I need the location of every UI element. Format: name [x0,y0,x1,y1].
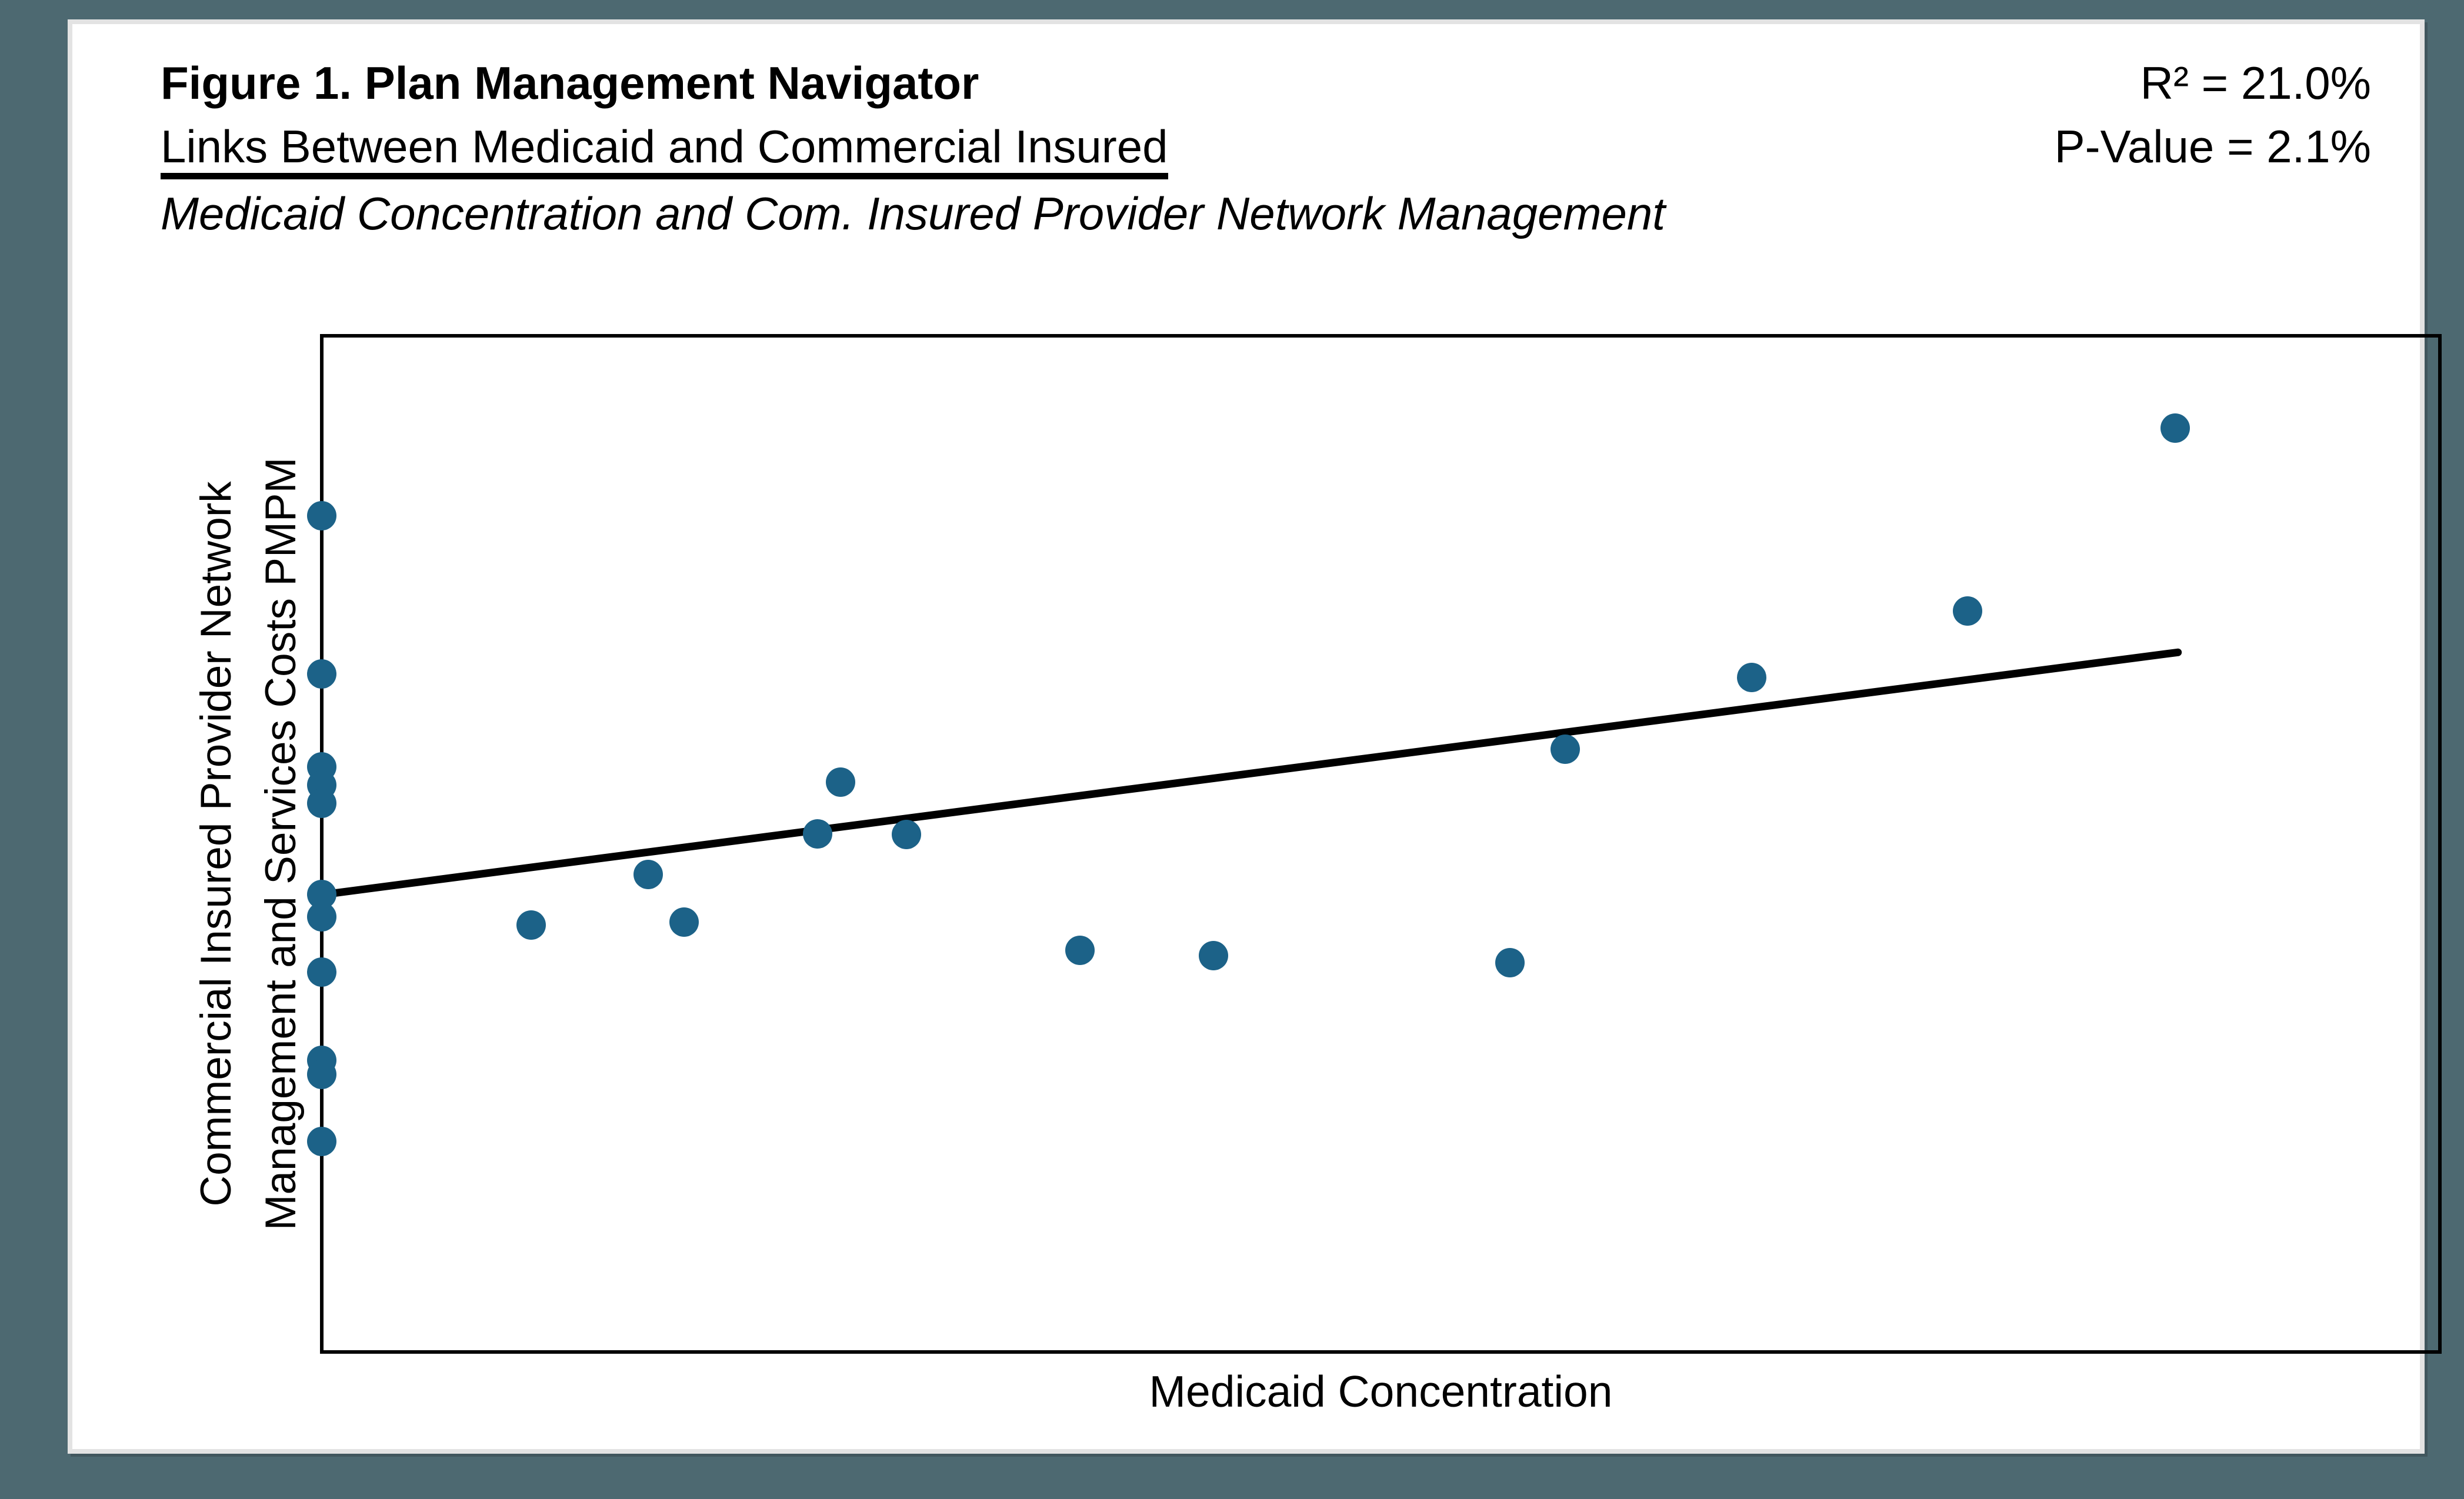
x-axis-label: Medicaid Concentration [1149,1367,1613,1416]
data-point [307,500,336,530]
data-point [891,820,921,850]
data-point [1199,941,1229,971]
plot-border [320,334,2442,1354]
trend-line [321,647,2182,899]
data-point [1495,948,1525,978]
y-axis-label: Commercial Insured Provider Network Mana… [184,326,314,1361]
data-point [1550,735,1580,764]
data-point [307,788,336,818]
data-point [633,859,663,889]
data-point [2160,413,2190,443]
r-squared-value: R² = 21.0% [2140,57,2371,109]
data-point [669,907,699,937]
p-value: P-Value = 2.1% [2054,121,2371,172]
figure-title: Figure 1. Plan Management Navigator [161,57,979,109]
y-axis-label-line1: Commercial Insured Provider Network [192,481,240,1207]
data-point [1065,936,1095,966]
figure-subtitle-italic: Medicaid Concentration and Com. Insured … [161,188,1665,239]
data-point [307,957,336,987]
data-point [802,819,832,849]
data-point [1736,662,1766,692]
data-point [307,1060,336,1090]
figure-card: Figure 1. Plan Management Navigator Link… [68,19,2442,1454]
data-point [1952,596,1982,626]
figure-subtitle-text: Links Between Medicaid and Commercial In… [161,122,1168,179]
data-point [516,910,546,940]
data-point [307,659,336,689]
data-point [307,902,336,932]
plot-area [307,336,2440,1352]
y-axis-label-line2: Management and Services Costs PMPM [257,457,305,1231]
data-point [826,767,856,797]
figure-subtitle: Links Between Medicaid and Commercial In… [161,122,1168,179]
data-point [307,1127,336,1157]
